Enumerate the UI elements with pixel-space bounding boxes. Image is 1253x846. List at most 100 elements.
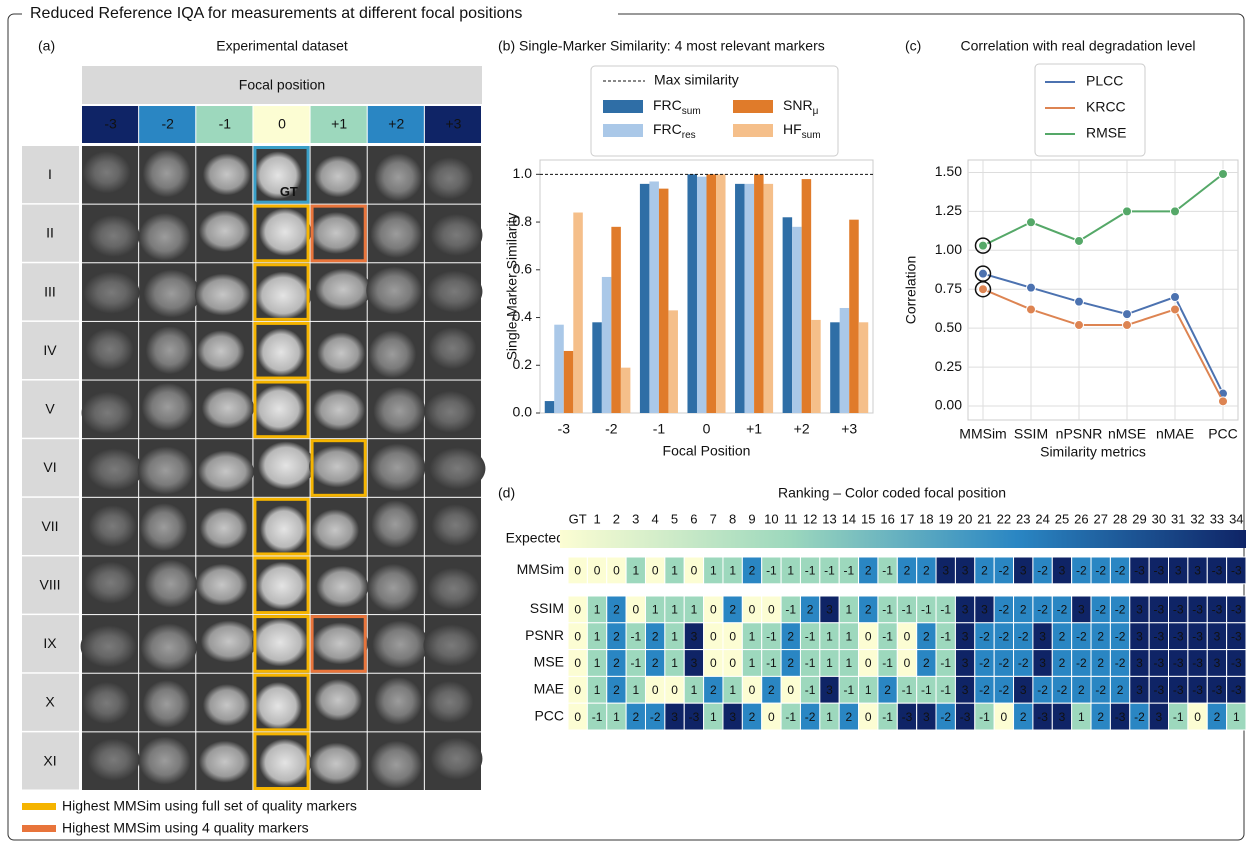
cell-label: 1 bbox=[710, 710, 717, 724]
column-label: 12 bbox=[803, 511, 817, 526]
nucleus bbox=[197, 330, 245, 372]
nucleus bbox=[199, 741, 251, 783]
nucleus bbox=[141, 623, 197, 671]
cell-label: 1 bbox=[671, 629, 678, 643]
cell-label: -1 bbox=[882, 710, 893, 724]
cell-label: -2 bbox=[1095, 564, 1106, 578]
bar bbox=[849, 220, 859, 413]
cell-label: 3 bbox=[962, 656, 969, 670]
cell-label: 0 bbox=[710, 629, 717, 643]
expected-gradient bbox=[560, 530, 1246, 548]
focal-label: +2 bbox=[388, 116, 404, 132]
bar bbox=[687, 174, 697, 413]
cell-label: 3 bbox=[1039, 629, 1046, 643]
cell-label: -3 bbox=[1173, 629, 1184, 643]
x-tick-label: +3 bbox=[841, 421, 857, 437]
cell-label: 1 bbox=[594, 603, 601, 617]
nucleus bbox=[368, 330, 416, 378]
row-label: SSIM bbox=[530, 600, 564, 616]
cell-label: 1 bbox=[632, 683, 639, 697]
nucleus bbox=[143, 149, 191, 197]
cell-label: 1 bbox=[594, 656, 601, 670]
x-tick-label: -2 bbox=[605, 421, 618, 437]
point bbox=[1171, 293, 1180, 302]
cell-label: 0 bbox=[729, 656, 736, 670]
point bbox=[1171, 305, 1180, 314]
cell-label: 3 bbox=[962, 629, 969, 643]
point bbox=[1075, 236, 1084, 245]
series-line bbox=[983, 289, 1223, 401]
bar bbox=[649, 181, 659, 413]
cell-label: 1 bbox=[749, 629, 756, 643]
bar bbox=[545, 401, 555, 413]
cell-label: 2 bbox=[1020, 603, 1027, 617]
y-tick-label: 0.75 bbox=[935, 280, 962, 296]
row-label: Expected bbox=[506, 530, 564, 546]
legend-label: Max similarity bbox=[654, 72, 739, 88]
x-tick-label: 0 bbox=[703, 421, 711, 437]
cell-label: -3 bbox=[1231, 603, 1242, 617]
chart-title: (b) Single-Marker Similarity: 4 most rel… bbox=[498, 38, 825, 54]
cell-label: 3 bbox=[1136, 683, 1143, 697]
point bbox=[1123, 310, 1132, 319]
row-label: II bbox=[46, 225, 54, 241]
cell-label: -1 bbox=[882, 564, 893, 578]
cell-label: 1 bbox=[826, 710, 833, 724]
cell-label: 2 bbox=[768, 683, 775, 697]
cell-label: -1 bbox=[921, 603, 932, 617]
series-name: HF bbox=[783, 121, 802, 137]
cell-label: 1 bbox=[710, 564, 717, 578]
nucleus bbox=[431, 504, 479, 546]
chart-title: Correlation with real degradation level bbox=[960, 38, 1195, 54]
cell-label: -2 bbox=[1095, 603, 1106, 617]
cell-label: 0 bbox=[749, 603, 756, 617]
nucleus bbox=[257, 328, 305, 376]
column-label: 27 bbox=[1093, 511, 1107, 526]
cell-label: 2 bbox=[749, 710, 756, 724]
nucleus bbox=[139, 737, 191, 785]
cell-label: -2 bbox=[1057, 603, 1068, 617]
bar bbox=[735, 184, 745, 413]
cell-label: -1 bbox=[766, 656, 777, 670]
legend-swatch bbox=[733, 100, 773, 113]
legend-label: Highest MMSim using 4 quality markers bbox=[62, 820, 309, 836]
cell-label: 2 bbox=[1020, 710, 1027, 724]
cell-label: 3 bbox=[826, 683, 833, 697]
focal-label: -2 bbox=[161, 116, 174, 132]
cell-label: -1 bbox=[824, 564, 835, 578]
x-tick-label: -1 bbox=[653, 421, 666, 437]
column-label: 5 bbox=[671, 511, 678, 526]
column-label: 4 bbox=[652, 511, 659, 526]
cell-label: -2 bbox=[999, 629, 1010, 643]
gt-label: GT bbox=[280, 184, 298, 199]
cell-label: -2 bbox=[1115, 629, 1126, 643]
cell-label: -3 bbox=[1153, 683, 1164, 697]
cell-label: 3 bbox=[671, 710, 678, 724]
cell-label: 1 bbox=[632, 564, 639, 578]
bar bbox=[840, 308, 850, 413]
cell-label: -3 bbox=[960, 710, 971, 724]
x-tick-label: PCC bbox=[1208, 426, 1238, 442]
bar bbox=[716, 174, 726, 413]
cell-label: 2 bbox=[613, 629, 620, 643]
cell-label: 1 bbox=[594, 683, 601, 697]
cell-label: 1 bbox=[691, 683, 698, 697]
cell-label: 1 bbox=[826, 656, 833, 670]
cell-label: -1 bbox=[766, 564, 777, 578]
cell-label: 2 bbox=[652, 656, 659, 670]
cell-label: 2 bbox=[1097, 629, 1104, 643]
x-tick-label: +2 bbox=[794, 421, 810, 437]
cell-label: -3 bbox=[689, 710, 700, 724]
column-label: 24 bbox=[1035, 511, 1049, 526]
cell-label: 2 bbox=[1059, 629, 1066, 643]
cell-label: 3 bbox=[1039, 656, 1046, 670]
nucleus bbox=[203, 684, 251, 726]
cell-label: -1 bbox=[592, 710, 603, 724]
column-label: 6 bbox=[690, 511, 697, 526]
column-label: 10 bbox=[764, 511, 778, 526]
bar bbox=[659, 189, 669, 413]
cell-label: -2 bbox=[650, 710, 661, 724]
cell-label: 0 bbox=[574, 564, 581, 578]
cell-label: -2 bbox=[979, 656, 990, 670]
